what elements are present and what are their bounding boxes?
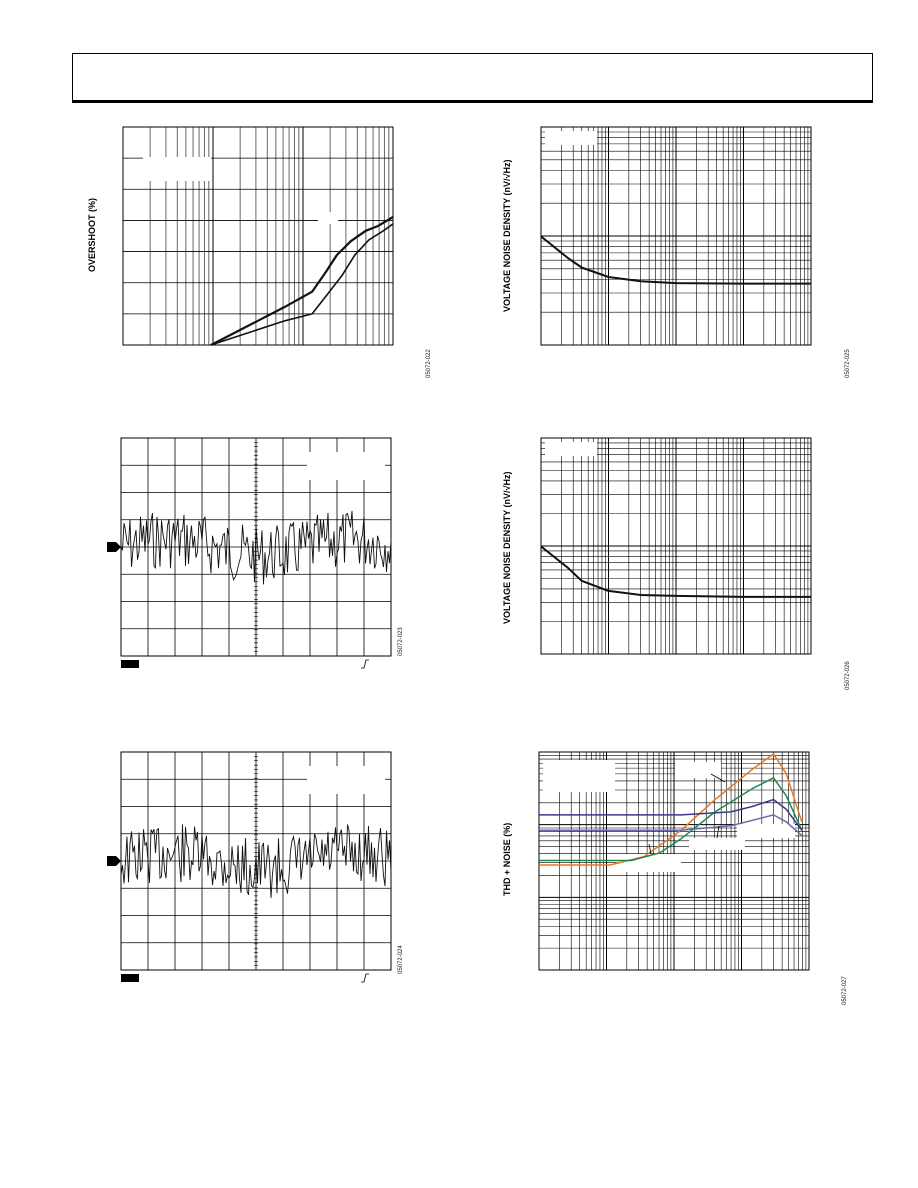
series-line (210, 223, 394, 346)
annotation-box (545, 131, 597, 145)
annotation-box (689, 838, 745, 850)
series-line (540, 545, 811, 598)
noise-scope-chart-2 (107, 751, 392, 983)
series-line (540, 235, 811, 285)
page-header (72, 53, 873, 103)
thd-figure-number: 05072-027 (842, 976, 848, 1005)
series-line (539, 777, 803, 862)
noise2-figure-number: 05072-024 (398, 945, 404, 974)
overshoot-ylabel: OVERSHOOT (%) (87, 197, 97, 272)
series-line (539, 798, 803, 831)
series-line (210, 216, 394, 346)
annotation-box (307, 766, 385, 794)
annotation-arrow (648, 843, 652, 855)
vnoise2-ylabel: VOLTAGE NOISE DENSITY (nV/√Hz) (502, 471, 512, 624)
noise-trace (120, 824, 392, 898)
voltage-noise-chart-1 (540, 126, 812, 346)
annotation-box (318, 212, 338, 224)
thd-ylabel: THD + NOISE (%) (502, 822, 512, 896)
annotation-box (675, 762, 721, 778)
vnoise2-figure-number: 05072-026 (845, 661, 851, 690)
annotation-arrow (710, 773, 726, 783)
channel-label-box (121, 974, 139, 982)
ground-marker (107, 856, 121, 866)
channel-label-box (121, 660, 139, 668)
noise-trace (120, 510, 392, 585)
annotation-box (307, 452, 385, 480)
vnoise1-ylabel: VOLTAGE NOISE DENSITY (nV/√Hz) (502, 159, 512, 312)
vnoise1-figure-number: 05072-025 (845, 349, 851, 378)
overshoot-figure-number: 05072-022 (426, 349, 432, 378)
thd-noise-chart (538, 751, 810, 971)
annotation-box (545, 442, 597, 456)
voltage-noise-chart-2 (540, 437, 812, 655)
annotation-box (619, 854, 681, 872)
noise1-figure-number: 05072-023 (398, 627, 404, 656)
annotation-box (737, 824, 795, 838)
annotation-box (543, 760, 615, 792)
annotation-box (143, 157, 211, 181)
series-line (539, 753, 803, 866)
ground-marker (107, 542, 121, 552)
trigger-icon (361, 659, 369, 669)
overshoot-chart (122, 126, 394, 346)
trigger-icon (361, 973, 369, 983)
annotation-arrow (716, 825, 720, 839)
noise-scope-chart-1 (107, 437, 392, 669)
